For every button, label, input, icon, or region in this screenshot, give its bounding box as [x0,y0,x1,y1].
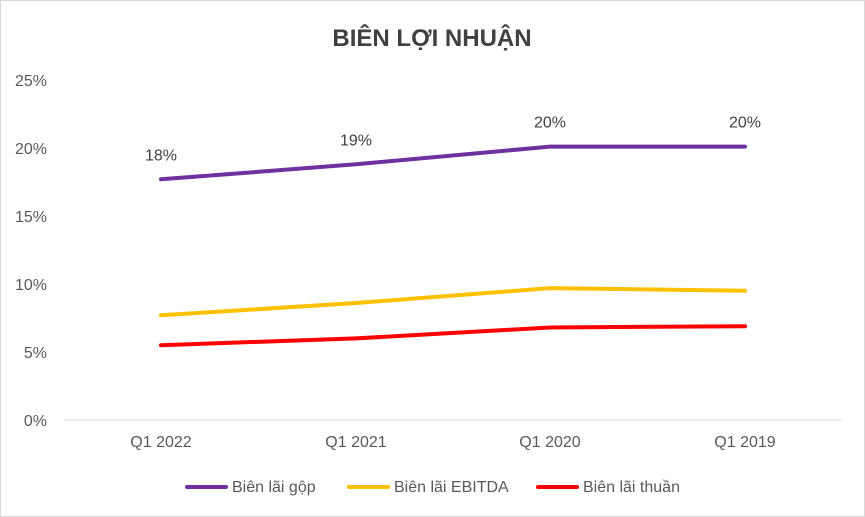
x-axis: Q1 2022 Q1 2021 Q1 2020 Q1 2019 [130,434,775,451]
chart-title: BIÊN LỢI NHUẬN [332,24,531,52]
x-tick-label: Q1 2021 [325,434,386,451]
legend-label: Biên lãi gộp [232,479,316,496]
legend-label: Biên lãi thuần [583,479,680,496]
y-tick-label: 20% [15,141,47,158]
x-tick-label: Q1 2020 [519,434,580,451]
legend-label: Biên lãi EBITDA [394,479,509,496]
series-layer [159,144,747,348]
series-line-1 [159,286,747,318]
x-tick-label: Q1 2019 [714,434,775,451]
y-tick-label: 0% [24,413,47,430]
series-line-2 [159,324,747,348]
data-label-layer: 18% 19% 20% 20% [145,115,761,165]
data-label: 20% [729,115,761,132]
data-label: 20% [534,115,566,132]
y-axis: 0% 5% 10% 15% 20% 25% [15,73,47,430]
data-label: 19% [340,132,372,149]
series-line-0 [159,144,747,182]
x-tick-label: Q1 2022 [130,434,191,451]
y-tick-label: 25% [15,73,47,90]
data-label: 18% [145,147,177,164]
y-tick-label: 5% [24,345,47,362]
y-tick-label: 15% [15,209,47,226]
y-tick-label: 10% [15,277,47,294]
legend: Biên lãi gộp Biên lãi EBITDA Biên lãi th… [185,479,680,496]
